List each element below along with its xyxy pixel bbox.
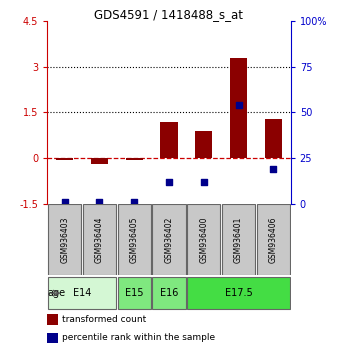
Bar — [83, 204, 116, 275]
Point — [271, 166, 276, 171]
Text: E16: E16 — [160, 288, 178, 298]
Title: GDS4591 / 1418488_s_at: GDS4591 / 1418488_s_at — [95, 8, 243, 21]
Point — [236, 102, 241, 108]
Point — [131, 199, 137, 205]
Text: GSM936403: GSM936403 — [60, 216, 69, 263]
Bar — [152, 204, 186, 275]
Text: percentile rank within the sample: percentile rank within the sample — [62, 333, 215, 342]
Bar — [187, 277, 290, 309]
Point — [201, 179, 207, 184]
Bar — [160, 121, 178, 158]
Text: GSM936401: GSM936401 — [234, 216, 243, 263]
Bar — [257, 204, 290, 275]
Text: GSM936406: GSM936406 — [269, 216, 278, 263]
Bar — [48, 204, 81, 275]
Bar — [118, 204, 151, 275]
Bar — [230, 58, 247, 158]
Bar — [195, 131, 213, 158]
Bar — [91, 158, 108, 164]
Bar — [56, 158, 73, 160]
Text: E15: E15 — [125, 288, 144, 298]
Point — [166, 179, 172, 184]
Bar — [118, 277, 151, 309]
Text: E17.5: E17.5 — [225, 288, 252, 298]
Bar — [48, 277, 116, 309]
Bar — [47, 333, 58, 343]
Text: GSM936404: GSM936404 — [95, 216, 104, 263]
Bar — [222, 204, 255, 275]
Bar — [125, 158, 143, 160]
Text: GSM936402: GSM936402 — [165, 216, 173, 263]
Text: GSM936400: GSM936400 — [199, 216, 208, 263]
Bar — [47, 314, 58, 325]
Text: transformed count: transformed count — [62, 315, 146, 324]
Text: age: age — [48, 288, 66, 298]
Point — [97, 199, 102, 205]
Text: E14: E14 — [73, 288, 91, 298]
Bar — [187, 204, 220, 275]
Bar — [265, 119, 282, 158]
Text: GSM936405: GSM936405 — [130, 216, 139, 263]
Point — [62, 199, 67, 205]
Bar — [152, 277, 186, 309]
